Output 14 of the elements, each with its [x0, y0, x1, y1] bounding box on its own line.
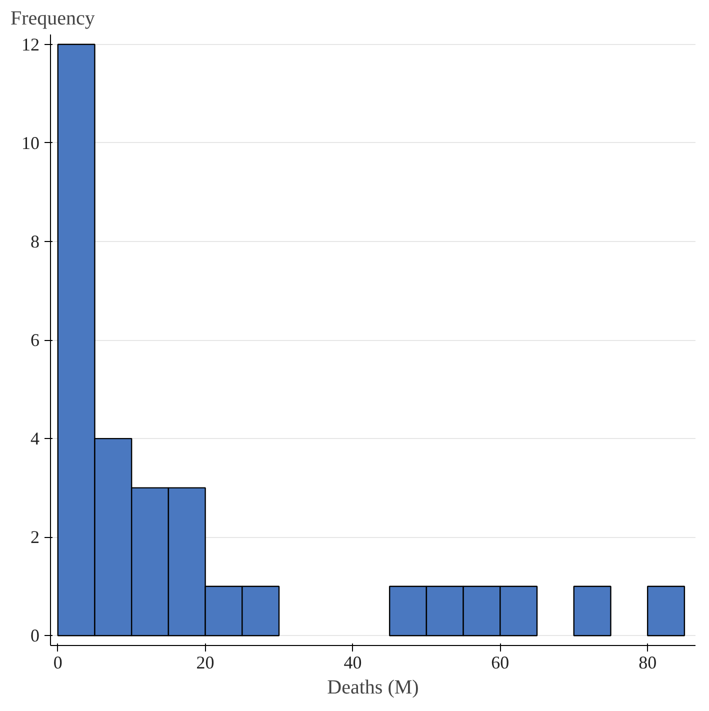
- y-tick-label: 6: [30, 330, 40, 350]
- x-tick-label: 0: [53, 652, 62, 672]
- y-axis-title: Frequency: [10, 8, 95, 30]
- y-tick-label: 12: [22, 34, 40, 54]
- x-axis-title: Deaths (M): [327, 676, 419, 698]
- y-tick-label: 4: [30, 428, 40, 449]
- y-tick-label: 10: [22, 132, 40, 153]
- x-tick-label: 60: [491, 652, 510, 672]
- x-tick-label: 20: [196, 652, 214, 672]
- y-tick-label: 8: [30, 231, 40, 252]
- x-tick-label: 40: [344, 652, 362, 672]
- y-tick-label: 2: [30, 527, 40, 548]
- x-tick-label: 80: [638, 652, 657, 672]
- y-tick-label: 0: [30, 626, 40, 646]
